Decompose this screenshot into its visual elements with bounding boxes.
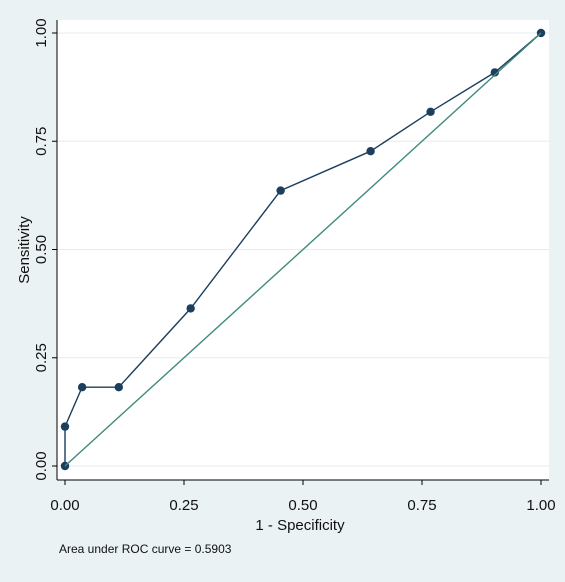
- data-point-0-7: [426, 107, 435, 117]
- auc-annotation: Area under ROC curve = 0.5903: [59, 542, 232, 556]
- y-tick-label-2: 0.50: [33, 235, 50, 264]
- axes: 0.00 0.25 0.50 0.75 1.00 0.00 0.25 0.50 0.75 1.00: [33, 18, 556, 514]
- series-line-0: [64, 32, 542, 466]
- x-tick-label-0: 0.00: [50, 497, 79, 514]
- data-point-0-1: [60, 422, 70, 431]
- x-tick-label-1: 0.25: [169, 497, 198, 514]
- data-point-0-2: [77, 382, 87, 392]
- x-axis-title: 1 - Specificity: [255, 517, 345, 534]
- y-tick-label-1: 0.25: [33, 343, 50, 372]
- series-line-1: [64, 32, 542, 467]
- y-axis-title: Sensitivity: [16, 216, 33, 284]
- data-point-0-4: [186, 304, 195, 313]
- x-tick-label-4: 1.00: [526, 497, 555, 514]
- data-point-0-5: [276, 186, 285, 195]
- x-tick-label-2: 0.50: [288, 497, 317, 514]
- x-tick-label-3: 0.75: [407, 497, 436, 514]
- series-layer: [60, 28, 546, 471]
- data-point-0-3: [114, 382, 123, 392]
- data-point-0-8: [490, 68, 500, 77]
- y-tick-label-4: 1.00: [33, 18, 50, 47]
- y-tick-label-3: 0.75: [33, 127, 50, 156]
- y-tick-label-0: 0.00: [33, 451, 50, 480]
- data-point-0-6: [366, 147, 375, 156]
